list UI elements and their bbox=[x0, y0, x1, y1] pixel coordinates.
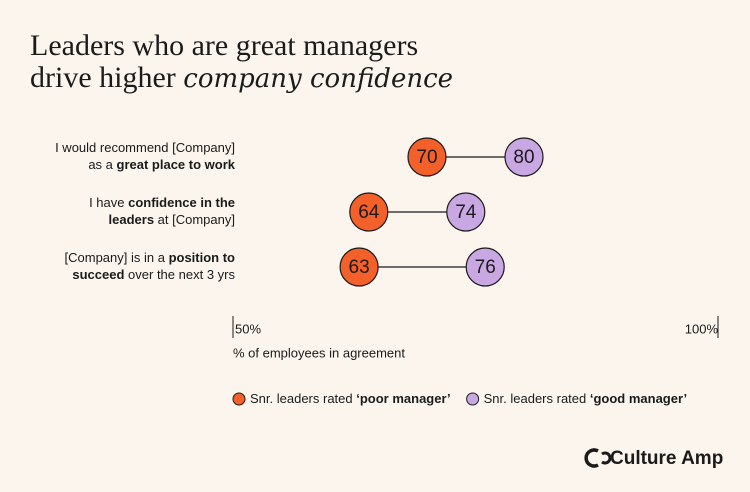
logo: Culture Amp bbox=[610, 448, 723, 469]
text-run: Snr. leaders rated bbox=[484, 391, 590, 406]
category-label: as a great place to work bbox=[88, 157, 235, 172]
text-run: company confidence bbox=[183, 64, 453, 94]
text-run: over the next 3 yrs bbox=[124, 267, 235, 282]
text-run: ‘good manager’ bbox=[590, 391, 687, 406]
x-tick-label: 50% bbox=[235, 321, 261, 336]
value-label: 63 bbox=[349, 257, 370, 278]
dot bbox=[504, 137, 544, 177]
text-run: Snr. leaders rated bbox=[250, 391, 356, 406]
text-run: confidence in the bbox=[128, 195, 235, 210]
category-label: leaders at [Company] bbox=[109, 212, 235, 227]
value-label: 74 bbox=[455, 202, 477, 223]
text-run: at [Company] bbox=[154, 212, 235, 227]
logo-icon bbox=[584, 448, 612, 468]
dot bbox=[465, 247, 505, 287]
value-label: 64 bbox=[358, 202, 380, 223]
text-run: position to bbox=[169, 250, 235, 265]
dot bbox=[349, 192, 389, 232]
legend-swatch bbox=[466, 392, 480, 406]
chart-title: Leaders who are great managers bbox=[30, 29, 418, 62]
value-label: 76 bbox=[475, 257, 496, 278]
x-axis-label: % of employees in agreement bbox=[233, 345, 405, 360]
chart-title: drive higher company confidence bbox=[30, 61, 453, 94]
category-label: I would recommend [Company] bbox=[55, 140, 235, 155]
dot bbox=[339, 247, 379, 287]
text-run: drive higher bbox=[30, 61, 183, 94]
legend-label: Snr. leaders rated ‘good manager’ bbox=[484, 391, 688, 406]
dot bbox=[446, 192, 486, 232]
category-label: succeed over the next 3 yrs bbox=[72, 267, 235, 282]
text-run: leaders bbox=[109, 212, 155, 227]
category-label: [Company] is in a position to bbox=[65, 250, 236, 265]
text-run: as a bbox=[88, 157, 116, 172]
text-run: great place to work bbox=[117, 157, 236, 172]
x-tick-label: 100% bbox=[685, 321, 719, 336]
value-label: 70 bbox=[416, 147, 437, 168]
category-label: I have confidence in the bbox=[89, 195, 235, 210]
legend-label: Snr. leaders rated ‘poor manager’ bbox=[250, 391, 451, 406]
text-run: [Company] is in a bbox=[65, 250, 169, 265]
value-label: 80 bbox=[513, 147, 534, 168]
text-run: I have bbox=[89, 195, 128, 210]
dot bbox=[407, 137, 447, 177]
text-run: ‘poor manager’ bbox=[356, 391, 450, 406]
legend-swatch bbox=[232, 392, 246, 406]
text-run: succeed bbox=[72, 267, 124, 282]
text-run: Leaders who are great managers bbox=[30, 29, 418, 62]
text-run: I would recommend [Company] bbox=[55, 140, 235, 155]
